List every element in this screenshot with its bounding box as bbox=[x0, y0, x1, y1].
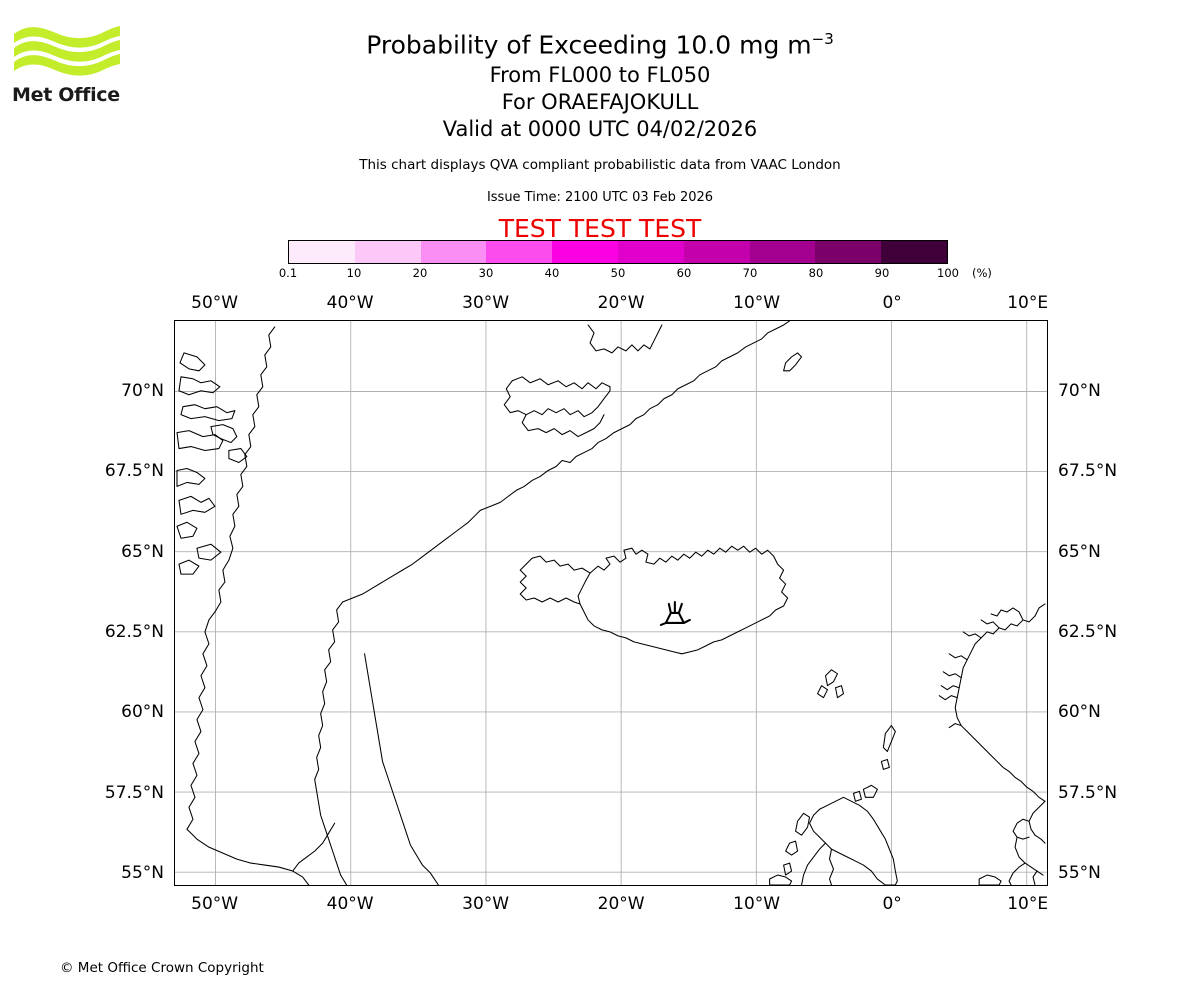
colorbar-segment-7 bbox=[749, 241, 816, 263]
copyright-text: © Met Office Crown Copyright bbox=[60, 960, 264, 976]
lon-label-bottom-40°W: 40°W bbox=[326, 894, 374, 914]
title-volcano: For ORAEFAJOKULL bbox=[501, 90, 699, 115]
lon-label-bottom-30°W: 30°W bbox=[462, 894, 510, 914]
lon-label-bottom-0°: 0° bbox=[882, 894, 902, 914]
colorbar-segment-6 bbox=[683, 241, 750, 263]
colorbar-tick-30: 30 bbox=[478, 266, 494, 280]
colorbar-tick-70: 70 bbox=[742, 266, 758, 280]
title-flight-levels: From FL000 to FL050 bbox=[489, 63, 711, 88]
colorbar-units-label: (%) bbox=[972, 266, 992, 280]
met-office-wordmark: Met Office bbox=[12, 84, 120, 106]
lon-label-bottom-50°W: 50°W bbox=[191, 894, 239, 914]
lon-label-top-0°: 0° bbox=[882, 293, 902, 313]
title-exponent: −3 bbox=[811, 30, 834, 48]
colorbar-tick-50: 50 bbox=[610, 266, 626, 280]
map-canvas bbox=[175, 321, 1047, 885]
colorbar-segment-5 bbox=[617, 241, 684, 263]
lon-label-top-10°W: 10°W bbox=[733, 293, 781, 313]
map-coastlines bbox=[176, 321, 1046, 885]
lat-label-left-57.5°N: 57.5°N bbox=[104, 782, 164, 803]
colorbar-segment-2 bbox=[420, 241, 487, 263]
chart-title-block: Probability of Exceeding 10.0 mg m−3 Fro… bbox=[0, 22, 1200, 143]
colorbar-tick-80: 80 bbox=[808, 266, 824, 280]
lat-label-left-55°N: 55°N bbox=[121, 863, 164, 884]
lon-label-top-30°W: 30°W bbox=[462, 293, 510, 313]
probability-colorbar: 0.1 10 20 30 40 50 60 70 80 90 100 bbox=[279, 240, 959, 280]
issue-time: Issue Time: 2100 UTC 03 Feb 2026 bbox=[486, 190, 714, 205]
map-gridlines bbox=[175, 321, 1047, 885]
lat-label-right-60°N: 60°N bbox=[1058, 702, 1101, 723]
lat-label-right-62.5°N: 62.5°N bbox=[1058, 621, 1118, 642]
colorbar-gradient bbox=[288, 240, 948, 264]
colorbar-tick-10: 10 bbox=[346, 266, 362, 280]
colorbar-tick-90: 90 bbox=[874, 266, 890, 280]
lon-label-bottom-20°W: 20°W bbox=[597, 894, 645, 914]
met-office-logo: Met Office bbox=[12, 24, 132, 114]
lon-label-top-50°W: 50°W bbox=[191, 293, 239, 313]
colorbar-tick-60: 60 bbox=[676, 266, 692, 280]
title-valid-time: Valid at 0000 UTC 04/02/2026 bbox=[442, 117, 758, 142]
colorbar-tick-40: 40 bbox=[544, 266, 560, 280]
lon-label-top-40°W: 40°W bbox=[326, 293, 374, 313]
lat-label-right-70°N: 70°N bbox=[1058, 380, 1101, 401]
volcano-marker-icon bbox=[659, 600, 691, 626]
title-text: Probability of Exceeding 10.0 mg m bbox=[366, 30, 812, 60]
lon-label-top-20°W: 20°W bbox=[597, 293, 645, 313]
lat-label-left-70°N: 70°N bbox=[121, 380, 164, 401]
page-title: Probability of Exceeding 10.0 mg m−3 bbox=[0, 22, 1200, 62]
lat-label-left-65°N: 65°N bbox=[121, 541, 164, 562]
colorbar-tick-20: 20 bbox=[412, 266, 428, 280]
map-plot-area[interactable] bbox=[174, 320, 1048, 886]
lat-label-right-57.5°N: 57.5°N bbox=[1058, 782, 1118, 803]
lat-label-right-65°N: 65°N bbox=[1058, 541, 1101, 562]
lat-label-left-62.5°N: 62.5°N bbox=[104, 621, 164, 642]
colorbar-segment-3 bbox=[486, 241, 553, 263]
lon-label-bottom-10°W: 10°W bbox=[733, 894, 781, 914]
lat-label-right-55°N: 55°N bbox=[1058, 863, 1101, 884]
lon-label-bottom-10°E: 10°E bbox=[1007, 894, 1049, 914]
colorbar-segment-0 bbox=[289, 241, 355, 263]
colorbar-segment-4 bbox=[552, 241, 618, 263]
colorbar-segment-9 bbox=[881, 241, 947, 263]
colorbar-segment-8 bbox=[815, 241, 882, 263]
colorbar-tick-100: 100 bbox=[937, 266, 959, 280]
met-office-wave-icon bbox=[14, 26, 120, 76]
lat-label-left-67.5°N: 67.5°N bbox=[104, 461, 164, 482]
colorbar-segment-1 bbox=[354, 241, 421, 263]
lat-label-right-67.5°N: 67.5°N bbox=[1058, 461, 1118, 482]
qva-note: This chart displays QVA compliant probab… bbox=[359, 157, 841, 173]
test-banner: TEST TEST TEST bbox=[498, 214, 702, 243]
lon-label-top-10°E: 10°E bbox=[1007, 293, 1049, 313]
lat-label-left-60°N: 60°N bbox=[121, 702, 164, 723]
colorbar-tick-0.1: 0.1 bbox=[278, 266, 298, 280]
